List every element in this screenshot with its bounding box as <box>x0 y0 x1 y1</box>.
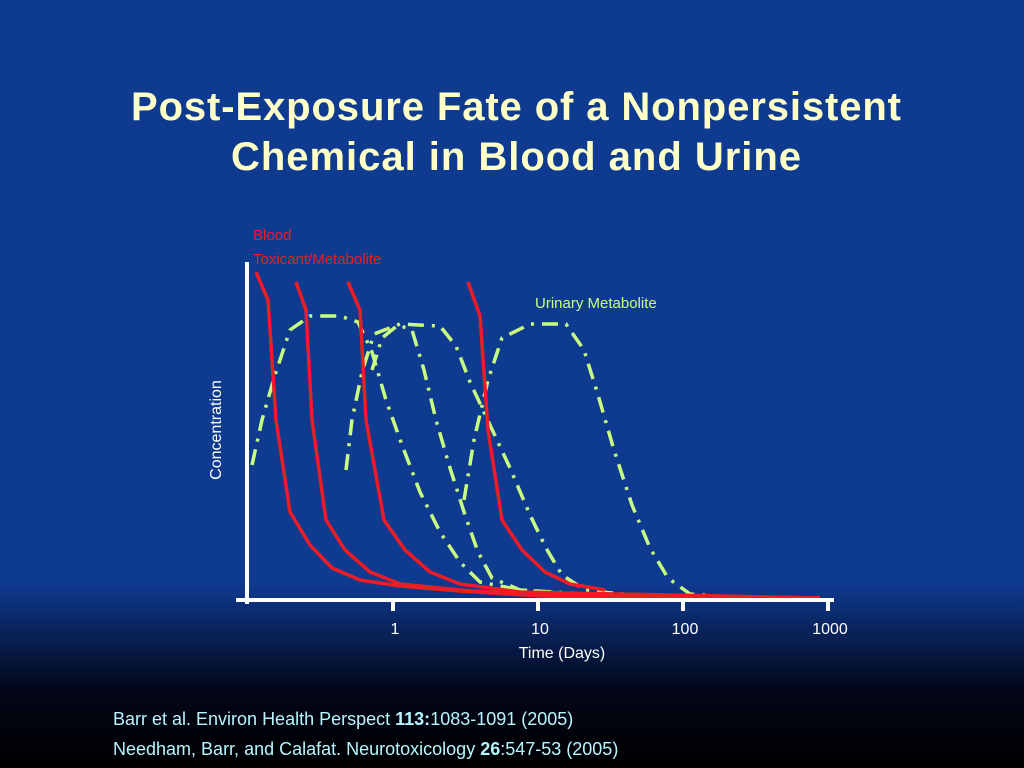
y-axis-label: Concentration <box>208 380 225 480</box>
ref-part: 1083-1091 (2005) <box>430 709 573 729</box>
x-tick-label: 1000 <box>812 621 848 638</box>
ref-part: 26 <box>480 739 500 759</box>
blood-curve <box>466 281 606 592</box>
ref-part: :547-53 (2005) <box>500 739 618 759</box>
ref-part: Barr et al. Environ Health Perspect <box>113 709 395 729</box>
x-axis-label: Time (Days) <box>519 645 606 662</box>
reference: Barr et al. Environ Health Perspect 113:… <box>113 709 573 729</box>
blood-curve <box>346 281 821 600</box>
x-ticks: 1 10 100 1000 <box>391 600 848 638</box>
urine-curve <box>344 322 821 600</box>
title-line: Chemical in Blood and Urine <box>231 135 801 179</box>
x-tick-label: 10 <box>531 621 549 638</box>
series-label: Toxicant/Metabolite <box>253 251 381 268</box>
ref-part: 113: <box>395 709 430 729</box>
x-tick-label: 1 <box>391 621 400 638</box>
series-label: Blood <box>253 227 291 244</box>
blood-curve <box>294 281 821 600</box>
urine-curve <box>370 323 601 598</box>
reference: Needham, Barr, and Calafat. Neurotoxicol… <box>113 739 618 759</box>
title-line: Post-Exposure Fate of a Nonpersistent <box>131 85 901 129</box>
curves <box>250 271 821 600</box>
x-tick-label: 100 <box>672 621 699 638</box>
urine-curve <box>462 322 820 600</box>
series-label: Urinary Metabolite <box>535 295 657 312</box>
ref-part: Needham, Barr, and Calafat. Neurotoxicol… <box>113 739 480 759</box>
